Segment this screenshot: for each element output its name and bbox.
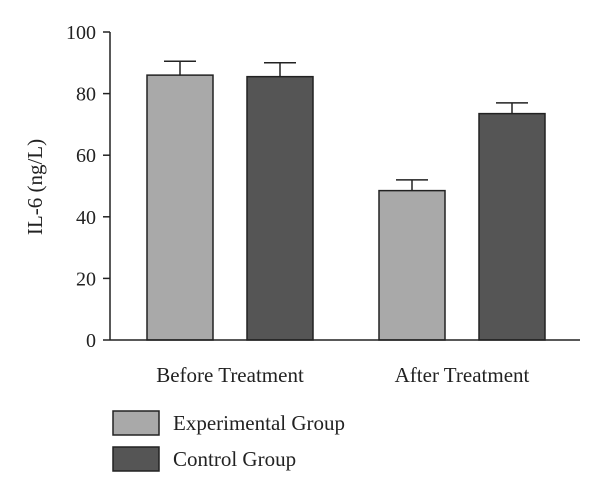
bar-control-before bbox=[246, 75, 314, 341]
x-category-labels: Before Treatment After Treatment bbox=[156, 363, 529, 387]
x-category-label: Before Treatment bbox=[156, 363, 304, 387]
y-tick-label: 100 bbox=[66, 22, 96, 44]
legend-swatch bbox=[112, 446, 160, 472]
bar-control-after bbox=[478, 112, 546, 341]
bars-layer bbox=[146, 74, 546, 341]
legend-swatch bbox=[112, 410, 160, 436]
legend-label: Control Group bbox=[173, 447, 296, 471]
bar-experimental-before bbox=[146, 74, 214, 341]
y-tick-label: 40 bbox=[76, 207, 96, 229]
x-category-label: After Treatment bbox=[395, 363, 530, 387]
legend: Experimental Group Control Group bbox=[112, 410, 345, 472]
bar-experimental-after bbox=[378, 189, 446, 341]
legend-label: Experimental Group bbox=[173, 411, 345, 435]
y-tick-label: 20 bbox=[76, 268, 96, 290]
y-tick-label: 60 bbox=[76, 145, 96, 167]
y-axis-title: IL-6 (ng/L) bbox=[23, 139, 47, 235]
y-tick-label: 0 bbox=[86, 330, 96, 352]
error-bars-layer bbox=[164, 60, 528, 191]
y-ticks: 0 20 40 60 80 100 bbox=[66, 22, 110, 352]
y-tick-label: 80 bbox=[76, 84, 96, 106]
